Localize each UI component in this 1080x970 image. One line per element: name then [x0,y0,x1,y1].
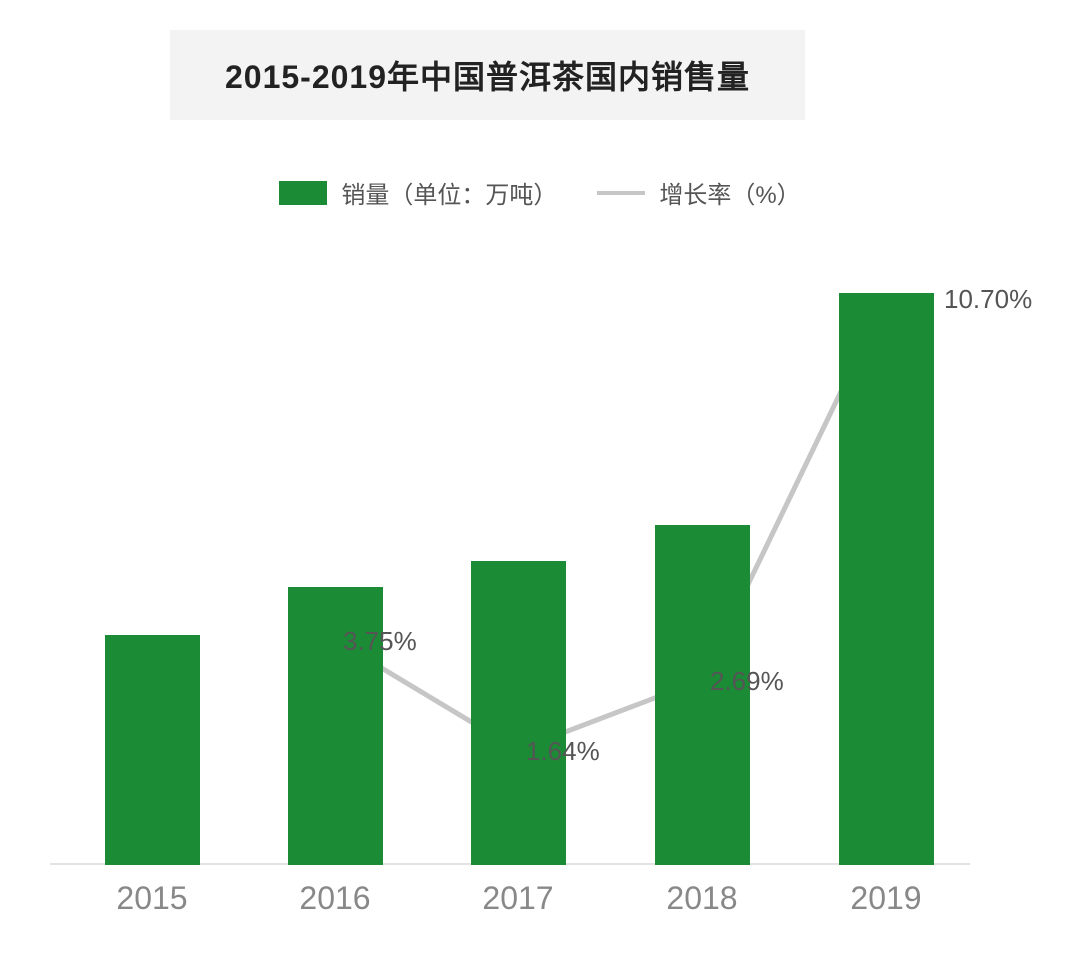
legend-swatch-bar [279,181,327,205]
legend-label-line: 增长率（%） [659,175,800,210]
line-value-label-2016: 3.75% [343,626,417,657]
line-value-label-2018: 2.69% [710,666,784,697]
legend-item-bar: 销量（单位：万吨） [279,175,557,210]
x-tick-2018: 2018 [666,880,737,917]
line-value-label-2017: 1.64% [526,736,600,767]
legend-label-bar: 销量（单位：万吨） [341,175,557,210]
x-tick-2016: 2016 [299,880,370,917]
bar-2015 [105,635,200,865]
chart-title-box: 2015-2019年中国普洱茶国内销售量 [170,30,805,120]
chart-title: 2015-2019年中国普洱茶国内销售量 [225,52,750,98]
growth-line [335,298,886,750]
bar-2017 [471,561,566,865]
x-tick-2019: 2019 [850,880,921,917]
bar-2019 [839,293,934,865]
x-tick-2017: 2017 [482,880,553,917]
line-value-label-2019: 10.70% [944,284,1032,315]
legend-swatch-line [597,191,645,195]
x-tick-2015: 2015 [116,880,187,917]
legend: 销量（单位：万吨） 增长率（%） [0,175,1080,210]
x-axis: 2015 2016 2017 2018 2019 [50,880,970,940]
plot-area: 3.75% 1.64% 2.69% [50,260,970,865]
legend-item-line: 增长率（%） [597,175,800,210]
